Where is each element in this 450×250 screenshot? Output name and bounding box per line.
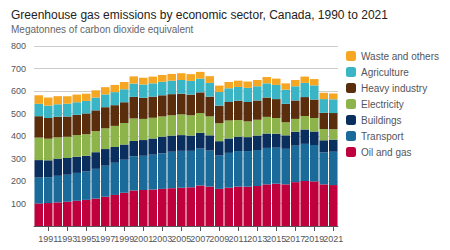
svg-text:1995: 1995 bbox=[76, 234, 96, 244]
svg-text:Oil and gas: Oil and gas bbox=[361, 147, 412, 158]
svg-text:Agriculture: Agriculture bbox=[361, 67, 409, 78]
svg-text:Megatonnes of carbon dioxide e: Megatonnes of carbon dioxide equivalent bbox=[11, 24, 194, 35]
svg-text:2019: 2019 bbox=[304, 234, 324, 244]
svg-text:2021: 2021 bbox=[323, 234, 343, 244]
svg-text:2003: 2003 bbox=[152, 234, 172, 244]
svg-text:400: 400 bbox=[11, 131, 26, 141]
svg-text:2007: 2007 bbox=[190, 234, 210, 244]
svg-text:Waste and others: Waste and others bbox=[361, 51, 439, 62]
svg-text:2011: 2011 bbox=[229, 234, 248, 244]
svg-text:2013: 2013 bbox=[247, 234, 267, 244]
svg-text:2001: 2001 bbox=[133, 234, 153, 244]
svg-text:Heavy industry: Heavy industry bbox=[361, 83, 427, 94]
svg-text:1997: 1997 bbox=[95, 234, 115, 244]
svg-text:800: 800 bbox=[11, 41, 26, 51]
svg-text:Transport: Transport bbox=[361, 131, 404, 142]
svg-text:2015: 2015 bbox=[266, 234, 286, 244]
svg-text:600: 600 bbox=[11, 86, 26, 96]
svg-text:1993: 1993 bbox=[57, 234, 77, 244]
svg-text:Buildings: Buildings bbox=[361, 115, 402, 126]
svg-text:2005: 2005 bbox=[171, 234, 191, 244]
svg-text:700: 700 bbox=[11, 64, 26, 74]
svg-text:1999: 1999 bbox=[114, 234, 134, 244]
svg-text:2017: 2017 bbox=[285, 234, 305, 244]
svg-text:Greenhouse gas emissions by ec: Greenhouse gas emissions by economic sec… bbox=[11, 8, 388, 22]
svg-text:300: 300 bbox=[11, 154, 26, 164]
svg-text:2009: 2009 bbox=[209, 234, 229, 244]
svg-text:1991: 1991 bbox=[38, 234, 58, 244]
svg-text:500: 500 bbox=[11, 109, 26, 119]
svg-text:200: 200 bbox=[11, 176, 26, 186]
svg-text:100: 100 bbox=[11, 199, 26, 209]
svg-text:Electricity: Electricity bbox=[361, 99, 404, 110]
